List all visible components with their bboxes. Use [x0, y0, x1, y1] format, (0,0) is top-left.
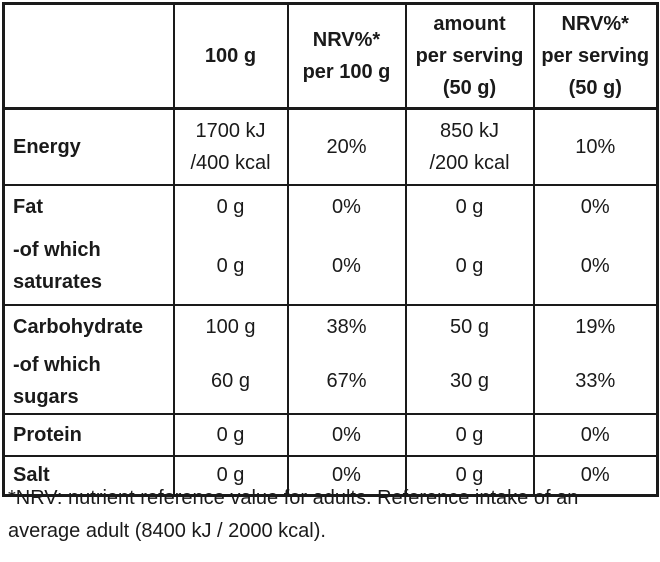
cell-value-serving: 0 g [404, 183, 534, 229]
row-label: -of which saturates [4, 229, 174, 305]
cell-nrv-serving: 0% [532, 454, 658, 496]
row-label: Protein [3, 412, 174, 456]
header-nrv-line1: NRV%* [312, 29, 381, 51]
cell-value-100g: 60 g [172, 348, 288, 414]
cell-nrv-100g: 0% [286, 183, 406, 229]
cell-value-100g: 0 g [172, 228, 288, 305]
cell-value-100g: 0 g [172, 454, 288, 496]
cell-nrv-100g: 0% [286, 228, 406, 305]
saturates-label-line2: saturates [13, 271, 102, 293]
cell-value-100g: 100 g [172, 303, 288, 349]
cell-value-100g: 0 g [172, 183, 288, 229]
cell-value-serving: 0 g [404, 228, 534, 305]
table-row-fat: Fat 0 g 0% 0 g 0% [3, 183, 658, 229]
cell-nrv-serving: 33% [532, 348, 658, 414]
row-label: Energy [13, 135, 81, 158]
footnote-line1: *NRV: nutrient reference value for adult… [8, 487, 579, 509]
header-nrv-per-100g: NRV%* per 100 g [286, 3, 406, 110]
table-row-salt: Salt 0 g 0% 0 g 0% [3, 454, 658, 496]
table-row-sugars: -of which sugars 60 g 67% 30 g 33% [4, 348, 658, 414]
energy-kcal-100g: /400 kcal [190, 151, 271, 174]
saturates-label-line1: -of which [13, 239, 101, 261]
cell-nrv-serving: 0% [532, 412, 658, 456]
cell-nrv-serving: 10% [532, 108, 658, 185]
cell-value-serving: 850 kJ /200 kcal [404, 108, 534, 185]
cell-nrv-100g: 0% [286, 412, 406, 456]
row-label: -of which sugars [13, 353, 101, 408]
cell-value-serving: 50 g [404, 303, 534, 349]
nutrition-table-grid: 100 g NRV%* per 100 g amount per serving… [2, 2, 659, 497]
cell-nrv-100g: 67% [286, 348, 406, 414]
table-row-energy: Energy 1700 kJ /400 kcal 20% 850 kJ /200… [4, 108, 658, 185]
cell-nrv-100g: 38% [286, 303, 406, 349]
cell-nrv-serving: 19% [532, 303, 658, 349]
table-row-saturates: -of which saturates 0 g 0% 0 g 0% [4, 228, 658, 305]
table-row-carbohydrate: Carbohydrate 100 g 38% 50 g 19% [3, 303, 658, 349]
cell-nrv-serving: 0% [532, 183, 658, 229]
header-amount-line1: amount [433, 13, 506, 35]
header-nrv-line2: per 100 g [302, 61, 391, 83]
table-header-row: 100 g NRV%* per 100 g amount per serving… [3, 3, 658, 110]
cell-value-100g: 1700 kJ /400 kcal [172, 108, 288, 185]
cell-value-serving: 0 g [404, 412, 534, 456]
header-amount-line3: (50 g) [442, 77, 497, 99]
cell-value-100g: 0 g [172, 412, 288, 456]
cell-nrv-100g: 0% [286, 454, 406, 496]
header-nrvserv-line2: per serving [541, 45, 650, 67]
nutrition-table: 100 g NRV%* per 100 g amount per serving… [2, 2, 659, 497]
header-amount-per-serving: amount per serving (50 g) [404, 3, 534, 110]
energy-kj-serving: 850 kJ [440, 119, 499, 142]
row-label: Carbohydrate [3, 303, 174, 349]
header-empty-cell [3, 3, 174, 110]
header-nrvserv-line1: NRV%* [561, 13, 629, 35]
footnote: *NRV: nutrient reference value for adult… [8, 482, 648, 548]
header-nrvserv-line3: (50 g) [568, 77, 622, 99]
energy-kj-100g: 1700 kJ [195, 119, 266, 142]
header-per-100g: 100 g [172, 3, 288, 110]
footnote-line2: average adult (8400 kJ / 2000 kcal). [8, 520, 326, 542]
row-label: Salt [3, 454, 174, 496]
table-row-protein: Protein 0 g 0% 0 g 0% [3, 412, 658, 456]
cell-value-serving: 0 g [404, 454, 534, 496]
cell-nrv-serving: 0% [532, 228, 658, 305]
header-amount-line2: per serving [415, 45, 524, 67]
header-nrv-per-serving: NRV%* per serving (50 g) [532, 3, 658, 110]
cell-value-serving: 30 g [404, 348, 534, 414]
row-label: Fat [3, 183, 174, 229]
cell-nrv-100g: 20% [286, 108, 406, 185]
energy-kcal-serving: /200 kcal [429, 151, 510, 174]
